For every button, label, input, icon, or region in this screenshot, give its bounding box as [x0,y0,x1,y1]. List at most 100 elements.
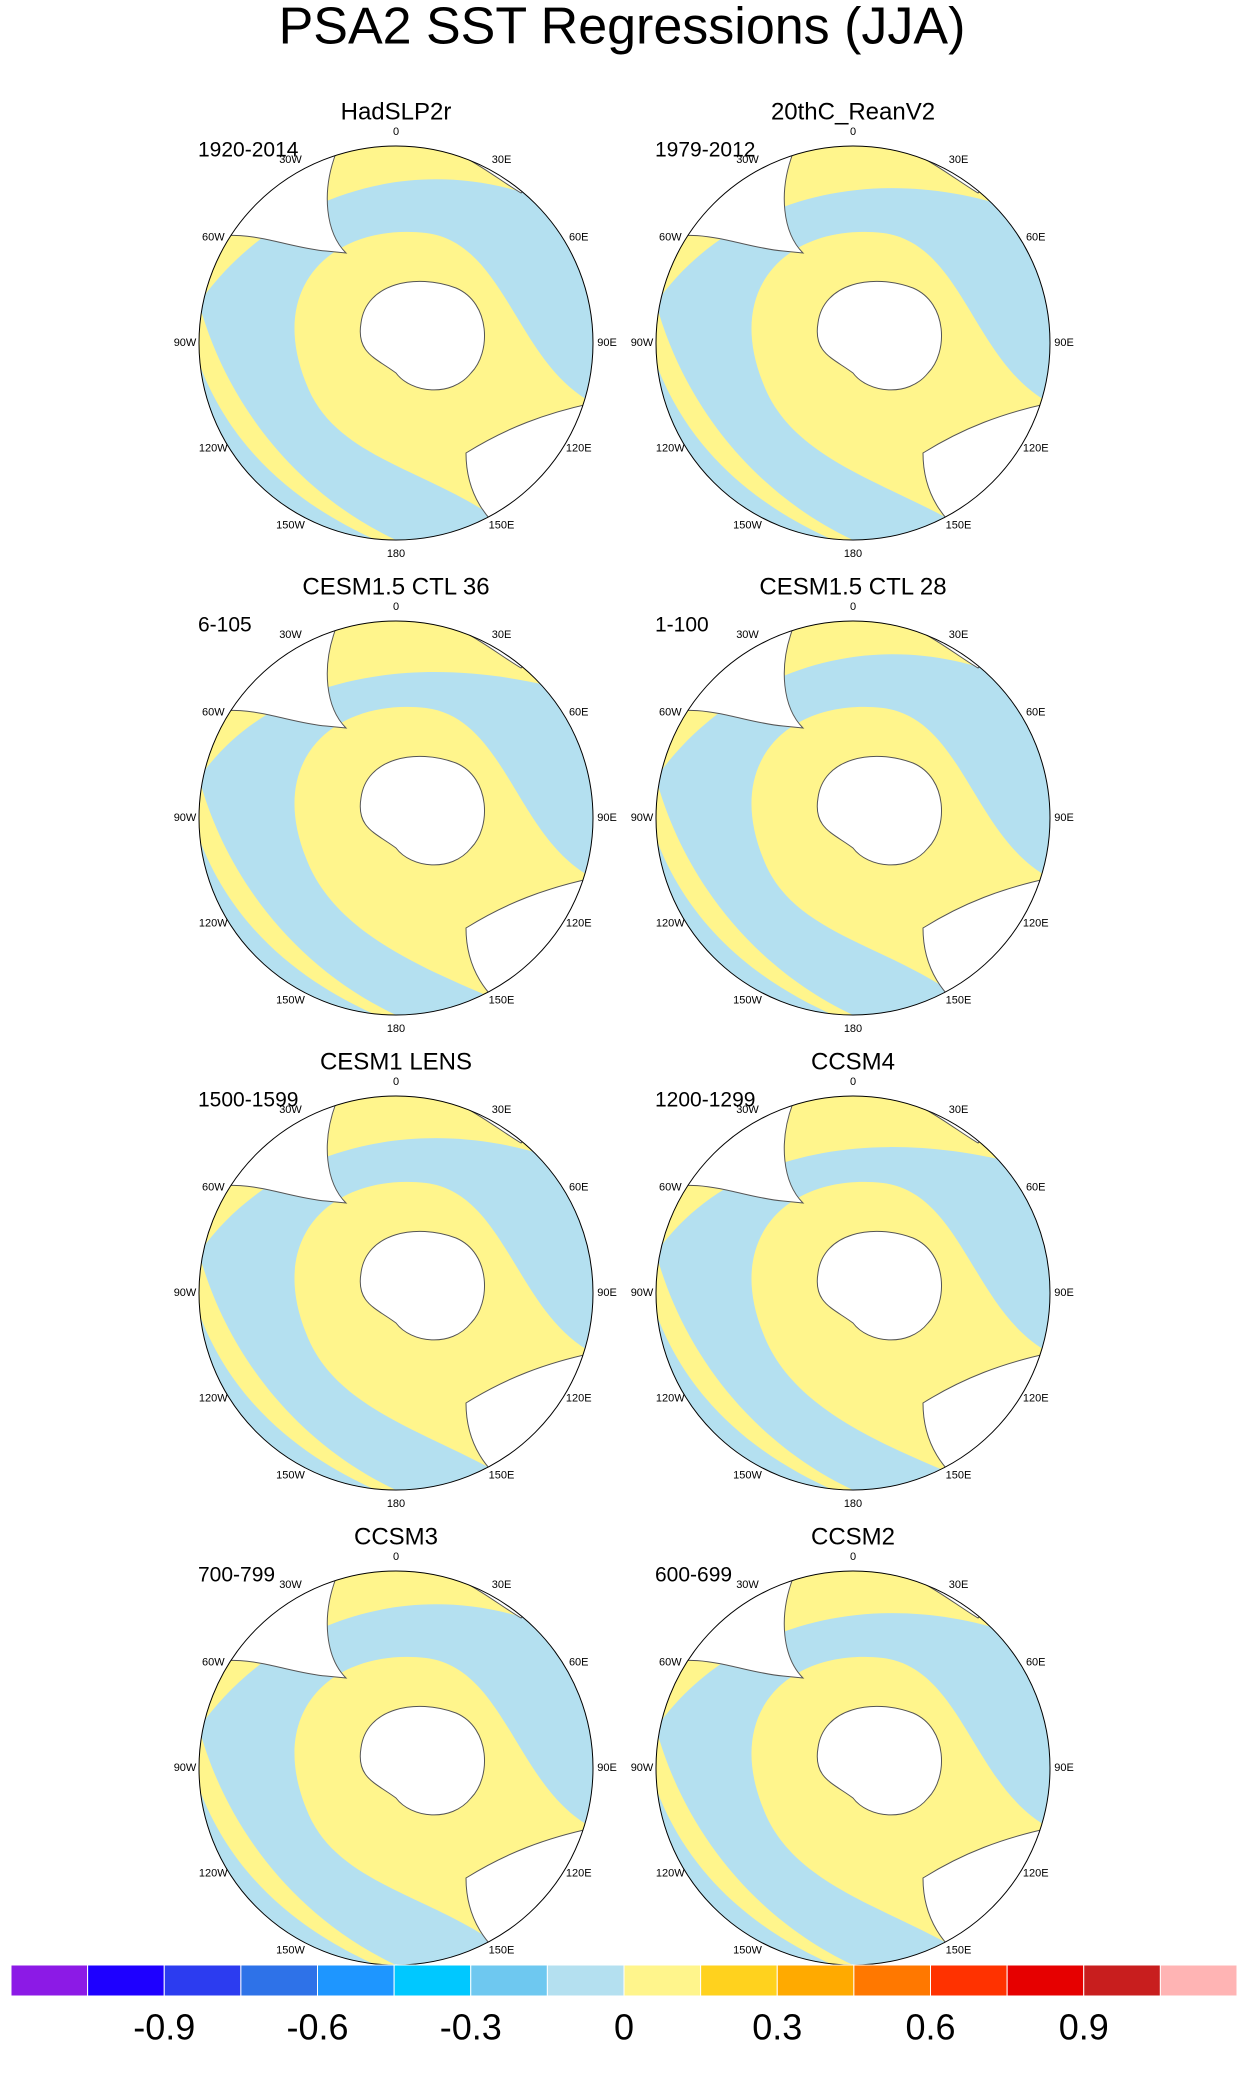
lon-label: 120E [566,1392,592,1404]
lon-label: 120W [199,1867,228,1879]
lon-label: 30E [949,629,969,641]
antarctica [359,1231,485,1341]
lon-label: 60E [1026,1181,1046,1193]
lon-label: 90W [174,337,197,349]
lon-label: 180 [844,1023,862,1035]
lon-label: 180 [844,548,862,560]
lon-label: 30E [949,154,969,166]
panel-period: 600-699 [655,1564,732,1587]
colorbar-box [700,1964,778,1997]
lon-label: 60E [569,231,589,243]
lon-label: 150W [733,1945,762,1957]
lon-label: 30E [492,1579,512,1591]
lon-label: 0 [393,1076,399,1088]
colorbar-box [1159,1964,1238,1997]
lon-label: 120W [656,1392,685,1404]
lon-label: 0 [850,1076,856,1088]
lon-label: 60W [659,706,682,718]
lon-label: 60W [659,1656,682,1668]
ocean-negative [199,672,593,1015]
lon-label: 150E [946,1945,972,1957]
lon-label: 180 [387,1023,405,1035]
lon-label: 180 [844,1498,862,1510]
map-border [655,1095,1051,1491]
lon-label: 30W [279,1104,302,1116]
lon-label: 120E [1023,1867,1049,1879]
colorbar-box [10,1964,89,1997]
lon-label: 90W [174,1762,197,1774]
lon-label: 30W [279,1579,302,1591]
lon-label: 150E [946,995,972,1007]
lon-label: 150E [489,1945,515,1957]
panel-title: CESM1.5 CTL 36 [302,573,489,600]
lon-label: 150W [276,520,305,532]
antarctica [816,1706,942,1816]
lon-label: 60E [569,706,589,718]
lon-label: 90E [1054,1287,1074,1299]
colorbar-box [163,1964,242,1997]
lon-label: 0 [393,126,399,138]
lon-label: 150W [276,1945,305,1957]
ocean-negative [199,1604,593,1965]
lon-label: 90E [597,812,617,824]
ocean-negative [656,188,1050,540]
lon-label: 120E [1023,1392,1049,1404]
lon-label: 60W [202,1181,225,1193]
colorbar-label: -0.3 [440,2007,502,2048]
lon-label: 150E [946,520,972,532]
antarctica [359,756,485,866]
lon-label: 90E [597,337,617,349]
map [656,146,1050,540]
lon-label: 60W [202,231,225,243]
map [656,621,1050,1015]
lon-label: 60E [569,1181,589,1193]
lon-label: 30W [736,1579,759,1591]
panel-period: 700-799 [198,1564,275,1587]
lon-label: 30E [949,1104,969,1116]
lon-label: 60E [1026,231,1046,243]
lon-label: 120E [566,917,592,929]
lon-label: 90W [174,1287,197,1299]
figure-title: PSA2 SST Regressions (JJA) [279,0,966,56]
colorbar-box [623,1964,702,1997]
colorbar-label: -0.6 [286,2007,348,2048]
colorbar-box [776,1964,855,1997]
lon-label: 60E [569,1656,589,1668]
colorbar-box [853,1964,931,1997]
panel-title: 20thC_ReanV2 [771,98,935,125]
lon-label: 150W [733,520,762,532]
panel-period: 1200-1299 [655,1089,755,1112]
lon-label: 60W [659,1181,682,1193]
map-border [198,620,594,1016]
lon-label: 120W [199,442,228,454]
map [199,1096,593,1490]
lon-label: 60W [202,1656,225,1668]
map-border [655,145,1051,541]
lon-label: 120E [1023,917,1049,929]
lon-label: 60W [202,706,225,718]
lon-label: 90W [631,1762,654,1774]
lon-label: 120W [199,1392,228,1404]
panel-period: 1920-2014 [198,139,299,162]
colorbar-box [1083,1964,1161,1997]
lon-label: 30E [492,1104,512,1116]
ocean-negative [199,179,593,540]
colorbar-label: 0 [614,2007,634,2048]
ocean-negative [199,1138,593,1490]
lon-label: 90W [631,812,654,824]
lon-label: 150E [489,995,515,1007]
lon-label: 90E [597,1287,617,1299]
lon-label: 0 [393,1551,399,1563]
lon-label: 90E [1054,1762,1074,1774]
lon-label: 30W [736,154,759,166]
lon-label: 150W [276,1470,305,1482]
lon-label: 180 [387,1498,405,1510]
lon-label: 30E [492,154,512,166]
colorbar-box [930,1964,1008,1997]
panel-period: 6-105 [198,614,252,637]
lon-label: 120W [199,917,228,929]
lon-label: 0 [850,126,856,138]
map-border [655,620,1051,1016]
lon-label: 150E [489,1470,515,1482]
